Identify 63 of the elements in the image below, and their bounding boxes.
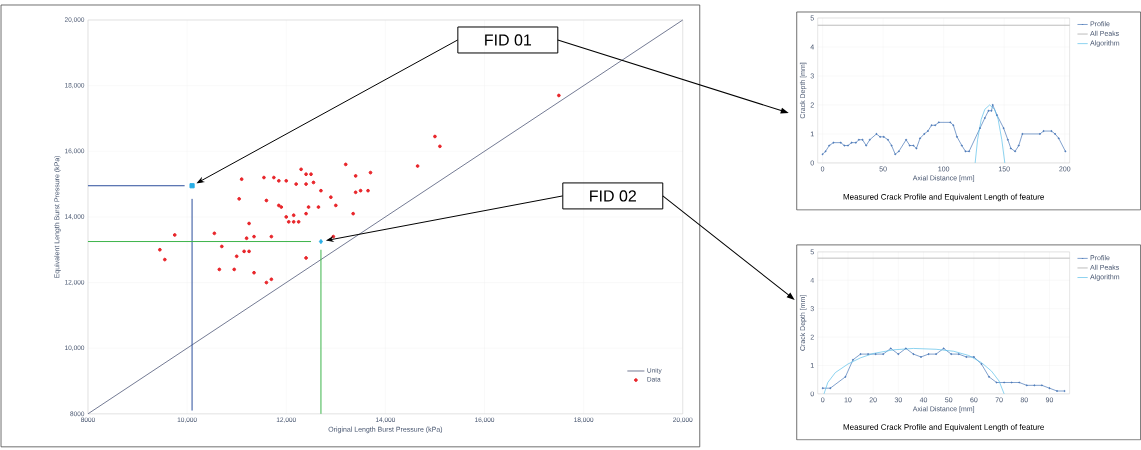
point bbox=[157, 247, 162, 252]
point bbox=[284, 178, 289, 183]
point bbox=[247, 221, 251, 226]
point bbox=[262, 175, 266, 180]
point bbox=[264, 198, 269, 203]
point bbox=[252, 270, 256, 275]
line-series bbox=[823, 348, 1005, 395]
point bbox=[433, 134, 437, 139]
point bbox=[304, 256, 308, 260]
point bbox=[232, 267, 237, 272]
point bbox=[269, 277, 274, 282]
point bbox=[368, 170, 373, 175]
point bbox=[276, 178, 281, 183]
point bbox=[247, 249, 251, 254]
point bbox=[291, 220, 296, 224]
point bbox=[217, 267, 222, 272]
point bbox=[291, 213, 296, 218]
point bbox=[319, 188, 323, 193]
point bbox=[284, 215, 289, 219]
point bbox=[252, 234, 256, 239]
point bbox=[304, 182, 308, 187]
point bbox=[353, 190, 358, 195]
point bbox=[304, 211, 308, 216]
point bbox=[309, 172, 313, 177]
point bbox=[276, 203, 281, 208]
point bbox=[286, 220, 291, 224]
point bbox=[351, 211, 356, 216]
point bbox=[172, 233, 177, 237]
point bbox=[237, 197, 242, 201]
point bbox=[353, 174, 358, 178]
point bbox=[279, 205, 284, 210]
text: Measured Crack Profile and Equivalent Length of feature bbox=[843, 193, 1044, 202]
point bbox=[333, 203, 338, 208]
line-series bbox=[974, 104, 1006, 164]
text: Measured Crack Profile and Equivalent Length of feature bbox=[843, 424, 1044, 432]
annotation: FID 01 bbox=[485, 34, 532, 46]
point bbox=[296, 220, 301, 224]
point bbox=[264, 280, 269, 285]
point bbox=[242, 249, 247, 254]
point bbox=[299, 167, 304, 172]
point bbox=[244, 236, 249, 241]
point bbox=[556, 93, 561, 98]
point bbox=[311, 180, 316, 185]
point bbox=[343, 162, 348, 167]
point bbox=[415, 164, 420, 169]
point bbox=[269, 234, 274, 239]
point bbox=[366, 188, 370, 193]
point bbox=[294, 182, 299, 187]
point bbox=[239, 177, 244, 182]
point bbox=[212, 231, 217, 236]
annotation: FID 02 bbox=[590, 190, 636, 202]
point bbox=[189, 183, 195, 189]
point bbox=[358, 188, 363, 193]
point bbox=[306, 205, 311, 210]
point bbox=[271, 175, 276, 180]
point bbox=[304, 172, 308, 177]
point bbox=[162, 257, 167, 262]
point bbox=[328, 195, 333, 200]
point bbox=[438, 144, 442, 149]
point bbox=[219, 244, 224, 249]
point bbox=[318, 239, 324, 245]
point bbox=[316, 205, 321, 210]
point bbox=[234, 254, 239, 259]
